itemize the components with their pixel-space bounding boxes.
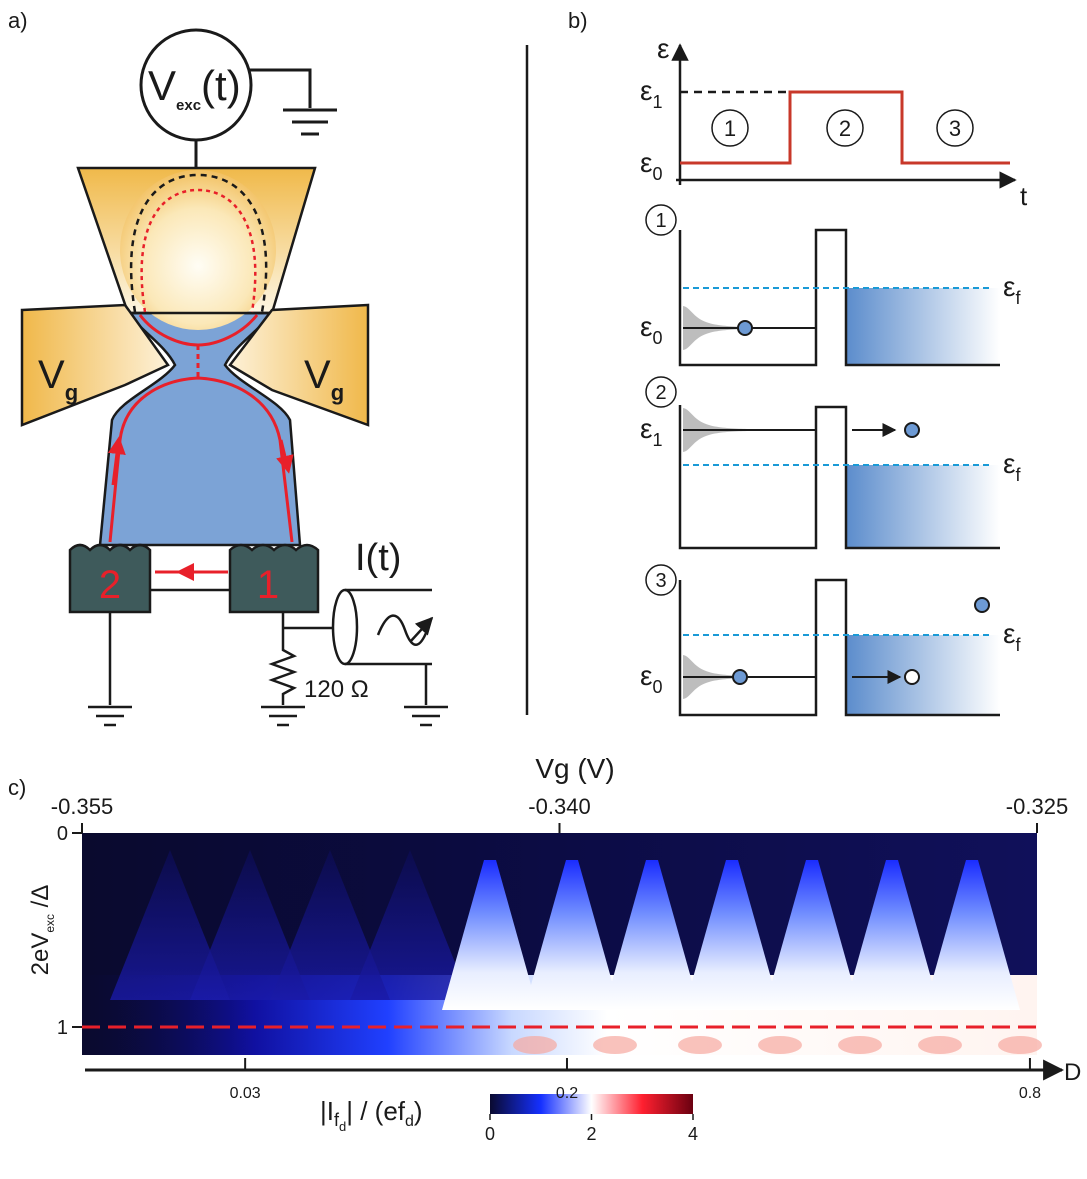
x-tick-label: 0.03 (230, 1085, 261, 1102)
heatmap-blob (758, 1036, 802, 1054)
step-circle (645, 564, 677, 596)
x-tick-label: -0.340 (528, 794, 590, 819)
source-label: Vexc(t) (148, 62, 241, 114)
diagram-frame (678, 578, 1000, 717)
axis-title: D (1064, 1059, 1081, 1086)
heatmap-peak (110, 850, 230, 1000)
heatmap-peak (604, 860, 700, 1010)
axis-label: ε (657, 33, 669, 64)
heatmap-blob (998, 1036, 1042, 1054)
contact-label: 2 (99, 563, 121, 607)
x-tick-label: -0.325 (1006, 794, 1068, 819)
resistor-label: 120 Ω (304, 676, 369, 703)
heatmap-blob (513, 1036, 557, 1054)
colorbar (490, 1094, 693, 1114)
level-symbol: ε (640, 311, 652, 342)
electron (904, 422, 920, 438)
heatmap-blob (678, 1036, 722, 1054)
electron (974, 597, 990, 613)
heatmap-peak (442, 860, 538, 1010)
heatmap-peak (524, 860, 620, 1010)
heatmap-blob (838, 1036, 882, 1054)
phase-label: 3 (949, 116, 961, 141)
gate-label: Vg (304, 353, 344, 405)
colorbar-tick-label: 4 (688, 1124, 698, 1144)
level-label: ε0 (640, 147, 663, 184)
heatmap-peak (190, 850, 310, 1000)
contact-label: 1 (257, 563, 279, 607)
fermi-symbol: ε (1003, 448, 1015, 479)
fermi-index: f (1015, 465, 1021, 485)
step-label: 2 (655, 382, 666, 404)
current-label: I(t) (355, 537, 401, 579)
fermi-label: εf (1003, 618, 1021, 655)
level-index: 0 (652, 328, 662, 348)
level-symbol: ε (640, 660, 652, 691)
fermi-label: εf (1003, 448, 1021, 485)
gate-label: Vg (38, 353, 78, 405)
source-circle (139, 28, 253, 142)
fermi-label: εf (1003, 271, 1021, 308)
colorbar-tick-label: 2 (586, 1124, 596, 1144)
step-label: 3 (655, 570, 666, 592)
heatmap (82, 833, 1042, 1055)
step-circle (645, 204, 677, 236)
y-tick-label: 0 (57, 823, 68, 845)
heatmap-peak (350, 850, 470, 1000)
heatmap-peak (270, 850, 390, 1000)
heatmap-peak (844, 860, 940, 1010)
diagram-frame (678, 228, 1000, 367)
level-label: ε0 (640, 311, 663, 348)
x-tick-label: -0.355 (51, 794, 113, 819)
electron (732, 669, 748, 685)
heatmap-peak (924, 860, 1020, 1010)
phase-circle (936, 109, 974, 147)
axis-title: 2eVexc /Δ (27, 885, 57, 976)
colorbar-title: |Ifd| / (efd) (320, 1096, 423, 1134)
fermi-symbol: ε (1003, 618, 1015, 649)
level-label: ε0 (640, 660, 663, 697)
level-index: 1 (652, 430, 662, 450)
phase-label: 2 (839, 116, 851, 141)
axis-title: Vg (V) (535, 753, 614, 784)
fermi-index: f (1015, 288, 1021, 308)
axis-label: t (1020, 181, 1028, 211)
fermi-sea (846, 635, 1000, 715)
heatmap-peak (764, 860, 860, 1010)
level-symbol: ε (640, 413, 652, 444)
panel-label: c) (8, 775, 26, 800)
colorbar-tick-label: 0 (485, 1124, 495, 1144)
fermi-index: f (1015, 635, 1021, 655)
panel-label: a) (8, 8, 28, 33)
step-label: 1 (655, 210, 666, 232)
step-circle (645, 376, 677, 408)
heatmap-blob (918, 1036, 962, 1054)
y-tick-label: 1 (57, 1017, 68, 1039)
x-tick-label: 0.2 (556, 1085, 578, 1102)
phase-circle (826, 109, 864, 147)
fermi-symbol: ε (1003, 271, 1015, 302)
hole (904, 669, 920, 685)
fermi-sea (846, 288, 1000, 365)
level-index: 0 (652, 677, 662, 697)
phase-circle (711, 109, 749, 147)
level-label: ε1 (640, 413, 663, 450)
panel-a: a) Vexc(t) Vg Vg 2 1 I(t) 120 Ω (8, 8, 448, 727)
x-tick-label: 0.8 (1019, 1085, 1041, 1102)
heatmap-blob (593, 1036, 637, 1054)
electron (737, 320, 753, 336)
level-label: ε1 (640, 75, 663, 112)
panel-label: b) (568, 8, 588, 33)
diagram-frame (678, 405, 1000, 550)
fermi-sea (846, 465, 1000, 548)
heatmap-peak (684, 860, 780, 1010)
phase-label: 1 (724, 116, 736, 141)
panel-c: c) Vg (V) 2eVexc /Δ D |Ifd| / (efd) -0.3… (8, 753, 1081, 1144)
